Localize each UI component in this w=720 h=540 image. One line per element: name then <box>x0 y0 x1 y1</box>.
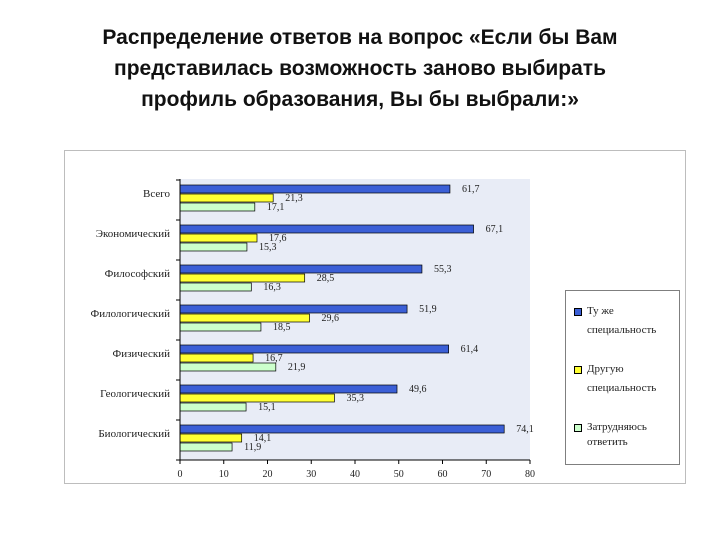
legend-label-same-2: специальность <box>587 324 657 336</box>
data-label: 29,6 <box>322 313 340 324</box>
chart-legend: Ту же специальность Другую специальность… <box>565 290 680 465</box>
bar-unsure <box>179 202 256 212</box>
slide-title: Распределение ответов на вопрос «Если бы… <box>40 22 680 115</box>
bar-other <box>179 353 254 363</box>
legend-label-unsure-2: ответить <box>587 436 628 448</box>
data-label: 11,9 <box>244 442 261 453</box>
bar-other <box>179 313 310 323</box>
x-tick-label: 50 <box>394 469 404 480</box>
legend-swatch-same <box>574 308 582 316</box>
legend-label-unsure-1: Затрудняюсь <box>587 421 647 433</box>
bar-same <box>179 384 398 394</box>
data-label: 55,3 <box>434 264 452 275</box>
legend-swatch-unsure <box>574 424 582 432</box>
x-tick-label: 60 <box>438 469 448 480</box>
x-tick-label: 0 <box>178 469 183 480</box>
data-label: 35,3 <box>346 393 364 404</box>
title-line-1: Распределение ответов на вопрос «Если бы… <box>102 26 618 49</box>
bar-same <box>179 264 423 274</box>
bar-unsure <box>179 242 248 252</box>
legend-label-same-1: Ту же <box>587 305 614 317</box>
legend-label-other-1: Другую <box>587 363 624 375</box>
bar-unsure <box>179 322 262 332</box>
bar-other <box>179 273 306 283</box>
data-label: 74,1 <box>516 424 534 435</box>
category-label: Филологический <box>91 308 171 320</box>
bar-same <box>179 424 505 434</box>
title-line-3: профиль образования, Вы бы выбрали:» <box>141 88 579 111</box>
data-label: 28,5 <box>317 273 335 284</box>
x-tick-label: 20 <box>263 469 273 480</box>
x-tick-label: 80 <box>525 469 535 480</box>
data-label: 17,6 <box>269 233 287 244</box>
data-label: 61,7 <box>462 184 480 195</box>
data-label: 51,9 <box>419 304 437 315</box>
category-label: Экономический <box>96 228 170 240</box>
x-tick-label: 40 <box>350 469 360 480</box>
bar-unsure <box>179 362 277 372</box>
data-label: 21,3 <box>285 193 303 204</box>
category-label: Всего <box>143 188 170 200</box>
category-label: Геологический <box>100 388 170 400</box>
bar-other <box>179 433 243 443</box>
bar-other <box>179 193 274 203</box>
bar-unsure <box>179 442 233 452</box>
category-label: Физический <box>113 348 171 360</box>
data-label: 16,3 <box>263 282 281 293</box>
data-label: 15,3 <box>259 242 277 253</box>
data-label: 21,9 <box>288 362 306 373</box>
category-label: Биологический <box>98 428 170 440</box>
bar-same <box>179 224 474 234</box>
data-label: 16,7 <box>265 353 283 364</box>
data-label: 17,1 <box>267 202 285 213</box>
bar-same <box>179 344 449 354</box>
bar-same <box>179 304 408 314</box>
data-label: 67,1 <box>486 224 504 235</box>
data-label: 61,4 <box>461 344 479 355</box>
x-tick-label: 10 <box>219 469 229 480</box>
data-label: 14,1 <box>254 433 272 444</box>
data-label: 18,5 <box>273 322 291 333</box>
bar-unsure <box>179 402 247 412</box>
data-label: 15,1 <box>258 402 276 413</box>
x-tick-label: 30 <box>306 469 316 480</box>
bar-other <box>179 233 258 243</box>
category-label: Философский <box>105 268 170 280</box>
bar-other <box>179 393 335 403</box>
x-tick-label: 70 <box>481 469 491 480</box>
legend-swatch-other <box>574 366 582 374</box>
bar-same <box>179 184 451 194</box>
title-line-2: представилась возможность заново выбират… <box>114 57 606 80</box>
bar-unsure <box>179 282 252 292</box>
legend-label-other-2: специальность <box>587 382 657 394</box>
data-label: 49,6 <box>409 384 427 395</box>
